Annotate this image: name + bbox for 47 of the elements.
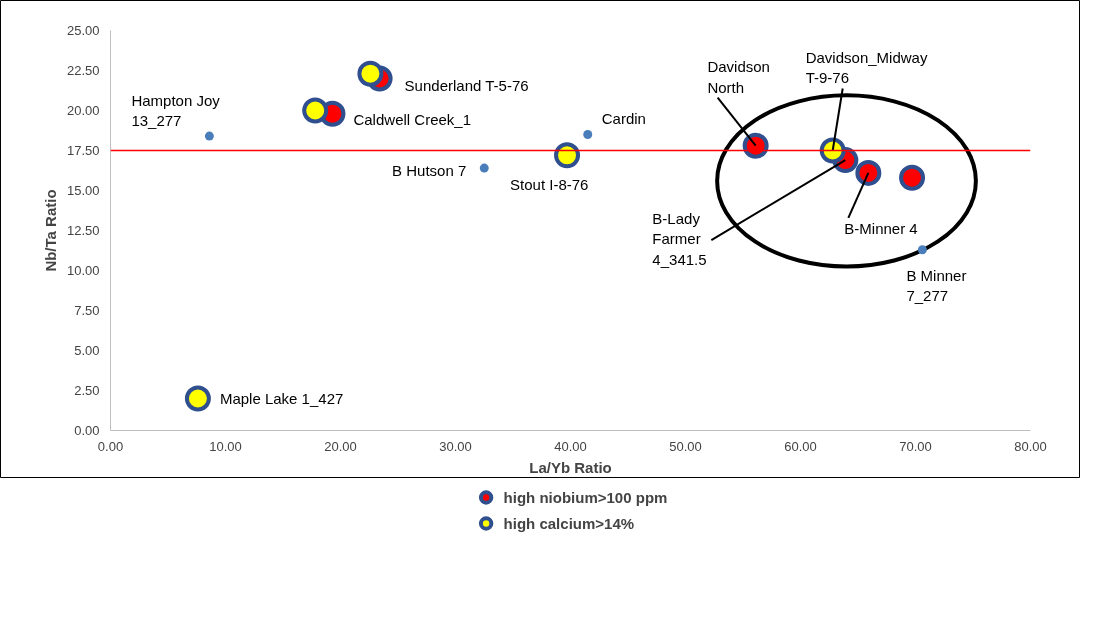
annotation: Davidson_Midway T-9-76 <box>805 49 928 87</box>
legend-label: high niobium>100 ppm <box>503 488 668 506</box>
y-tick-label: 2.50 <box>74 383 100 398</box>
y-tick-label: 22.50 <box>66 63 100 78</box>
x-tick-label: 40.00 <box>554 438 587 454</box>
annotation: Cardin <box>601 110 646 127</box>
annotation: Stout I-8-76 <box>510 175 589 193</box>
point <box>302 97 329 124</box>
y-tick-label: 0.00 <box>74 423 100 438</box>
x-axis-title: La/Yb Ratio <box>529 458 612 476</box>
point <box>742 132 769 159</box>
point <box>855 159 882 186</box>
x-tick-label: 30.00 <box>439 438 472 454</box>
annotation: B Hutson 7 <box>392 161 467 179</box>
annotation: Hampton Joy 13_277 <box>131 91 221 130</box>
point <box>583 130 593 139</box>
point <box>917 245 927 255</box>
point <box>204 131 214 141</box>
annotation: B Minner 7_277 <box>906 266 967 305</box>
point <box>554 142 581 169</box>
x-tick-label: 0.00 <box>97 438 124 454</box>
annotation: B-Minner 4 <box>844 220 918 238</box>
point <box>479 163 489 173</box>
point <box>184 385 211 412</box>
y-tick-label: 25.00 <box>66 23 100 38</box>
legend-label: high calcium>14% <box>503 514 635 532</box>
y-tick-label: 20.00 <box>66 103 100 118</box>
x-tick-label: 50.00 <box>669 438 702 454</box>
annotation: Caldwell Creek_1 <box>353 111 472 129</box>
y-axis-title: Nb/Ta Ratio <box>41 189 59 272</box>
annotation: Davidson North <box>707 58 770 96</box>
y-tick-label: 10.00 <box>66 263 100 278</box>
x-tick-label: 60.00 <box>784 438 817 454</box>
x-tick-label: 10.00 <box>209 438 242 454</box>
x-tick-label: 80.00 <box>1014 438 1047 454</box>
y-tick-label: 7.50 <box>74 303 100 318</box>
y-tick-label: 5.00 <box>74 343 100 358</box>
annotation: B-Lady Farmer 4_341.5 <box>652 210 707 268</box>
y-tick-label: 12.50 <box>66 223 100 238</box>
x-tick-label: 20.00 <box>324 438 357 454</box>
point <box>899 164 926 191</box>
point <box>357 60 384 87</box>
y-tick-label: 15.00 <box>66 183 100 198</box>
x-tick-label: 70.00 <box>899 438 932 454</box>
annotation: Sunderland T-5-76 <box>404 77 529 94</box>
y-tick-label: 17.50 <box>66 143 100 158</box>
annotation: Maple Lake 1_427 <box>219 390 344 407</box>
